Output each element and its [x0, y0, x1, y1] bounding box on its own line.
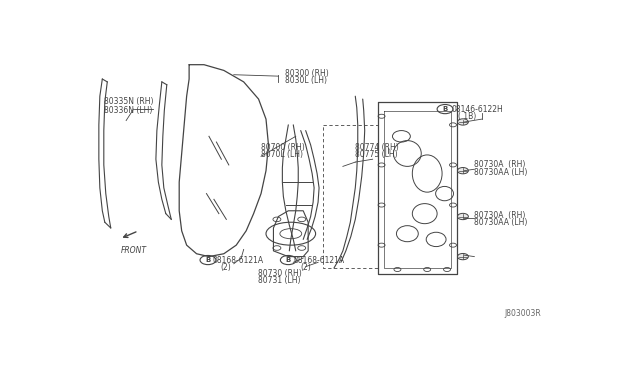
Circle shape — [378, 243, 385, 247]
Text: 8030L (LH): 8030L (LH) — [285, 76, 327, 85]
Circle shape — [449, 123, 456, 127]
Circle shape — [394, 267, 401, 272]
Text: 80335N (RH): 80335N (RH) — [104, 97, 154, 106]
Text: 80731 (LH): 80731 (LH) — [257, 276, 300, 285]
Text: 08146-6122H: 08146-6122H — [451, 105, 503, 113]
Circle shape — [449, 243, 456, 247]
Text: 08168-6121A: 08168-6121A — [213, 256, 264, 264]
Circle shape — [458, 167, 468, 174]
Circle shape — [458, 119, 468, 125]
Circle shape — [378, 114, 385, 118]
Text: FRONT: FRONT — [120, 246, 147, 255]
Text: B: B — [205, 257, 211, 263]
Text: 80730AA (LH): 80730AA (LH) — [474, 218, 528, 227]
Text: 8070L (LH): 8070L (LH) — [261, 150, 303, 160]
Text: 80336N (LH): 80336N (LH) — [104, 106, 152, 115]
Text: 80730 (RH): 80730 (RH) — [257, 269, 301, 278]
Text: 80700 (RH): 80700 (RH) — [261, 143, 305, 152]
Text: B: B — [285, 257, 291, 263]
Circle shape — [449, 163, 456, 167]
Circle shape — [458, 214, 468, 219]
Text: 80730A  (RH): 80730A (RH) — [474, 211, 525, 219]
Text: ( 1B): ( 1B) — [458, 112, 476, 121]
Circle shape — [444, 267, 451, 272]
Text: J803003R: J803003R — [504, 309, 541, 318]
Text: 80730A  (RH): 80730A (RH) — [474, 160, 525, 169]
Text: 08168-6121A: 08168-6121A — [293, 256, 344, 264]
Text: 80300 (RH): 80300 (RH) — [285, 69, 328, 78]
Circle shape — [424, 267, 431, 272]
Text: (2): (2) — [220, 263, 231, 272]
Circle shape — [378, 163, 385, 167]
Circle shape — [378, 203, 385, 207]
Text: 80775 (LH): 80775 (LH) — [355, 150, 398, 160]
Text: 80774 (RH): 80774 (RH) — [355, 143, 399, 152]
Circle shape — [458, 253, 468, 260]
Circle shape — [449, 203, 456, 207]
Text: (2): (2) — [301, 263, 312, 272]
Text: B: B — [442, 106, 448, 112]
Text: 80730AA (LH): 80730AA (LH) — [474, 168, 528, 177]
